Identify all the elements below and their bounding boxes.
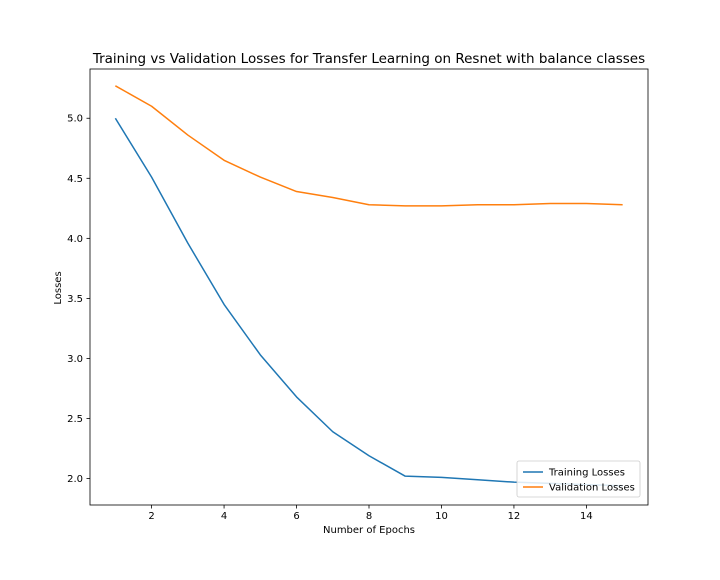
x-tick-label: 14: [580, 511, 593, 522]
plot-area: 2 4 6 8 10 12 14 2.0 2.5 3.0 3.5 4.0 4.5 5.0 Training …: [67, 68, 649, 522]
y-tick-label: 2.5: [67, 414, 83, 425]
y-axis-label: Losses: [53, 271, 64, 304]
legend-box: [516, 460, 641, 498]
x-tick-label: 10: [435, 511, 448, 522]
x-tick-label: 4: [221, 511, 227, 522]
legend-label: Validation Losses: [549, 483, 635, 494]
x-tick-label: 6: [293, 511, 299, 522]
y-tick-label: 3.0: [67, 354, 83, 365]
chart-title: Training vs Validation Losses for Transf…: [92, 51, 645, 67]
y-tick-label: 3.5: [67, 294, 83, 305]
x-tick-label: 12: [508, 511, 521, 522]
x-tick-label: 2: [148, 511, 154, 522]
y-tick-label: 4.5: [67, 174, 83, 185]
x-tick-label: 8: [366, 511, 372, 522]
y-tick-label: 2.0: [67, 474, 83, 485]
legend-label: Training Losses: [548, 468, 625, 479]
y-tick-label: 4.0: [67, 234, 83, 245]
y-tick-label: 5.0: [67, 114, 83, 125]
x-axis-label: Number of Epochs: [323, 525, 415, 536]
series-line-validation: [114, 85, 623, 207]
